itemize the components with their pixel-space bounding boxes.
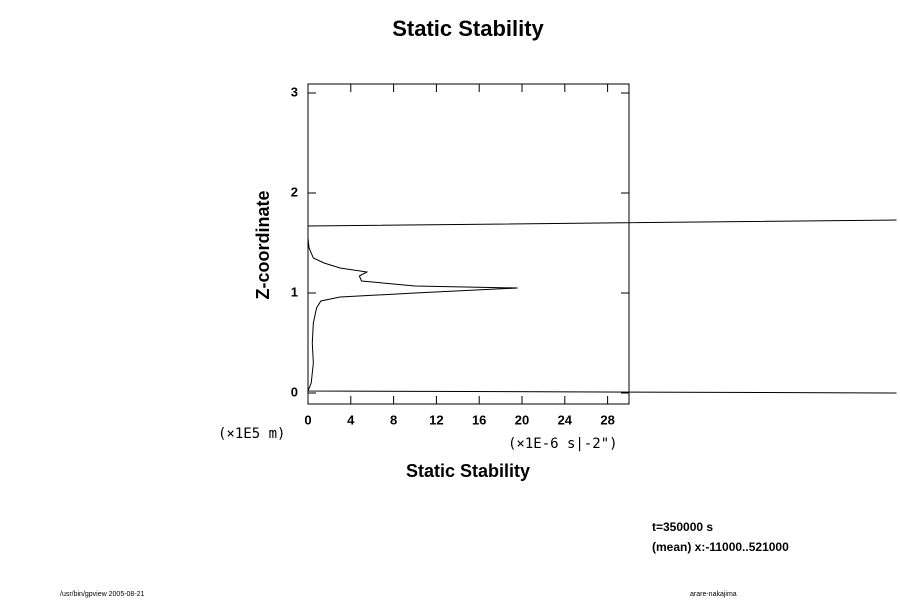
chart-title: Static Stability [392, 16, 544, 41]
x-tick-label: 16 [472, 412, 486, 427]
y-tick-label: 1 [291, 284, 298, 299]
x-tick-label: 0 [304, 412, 311, 427]
footer: arare-nakajima [690, 591, 737, 598]
x-tick-label: 8 [390, 412, 397, 427]
x-axis-label: Static Stability [406, 461, 530, 481]
x-tick-label: 28 [600, 412, 614, 427]
annotation: t=350000 s [652, 520, 713, 534]
x-tick-label: 20 [515, 412, 529, 427]
y-axis-label: Z-coordinate [253, 190, 273, 299]
x-tick-label: 12 [429, 412, 443, 427]
annotation: (mean) x:-11000..521000 [652, 540, 789, 554]
x-unit: (×1E-6 s|-2") [508, 436, 618, 452]
y-tick-label: 0 [291, 384, 298, 399]
y-tick-label: 3 [291, 84, 298, 99]
data-line [307, 219, 897, 394]
plot-frame [307, 83, 630, 405]
x-tick-label: 24 [558, 412, 573, 427]
footer: /usr/bin/gpview 2005-08-21 [60, 591, 145, 598]
x-tick-label: 4 [347, 412, 355, 427]
y-tick-label: 2 [291, 184, 298, 199]
y-unit: (×1E5 m) [218, 426, 285, 442]
